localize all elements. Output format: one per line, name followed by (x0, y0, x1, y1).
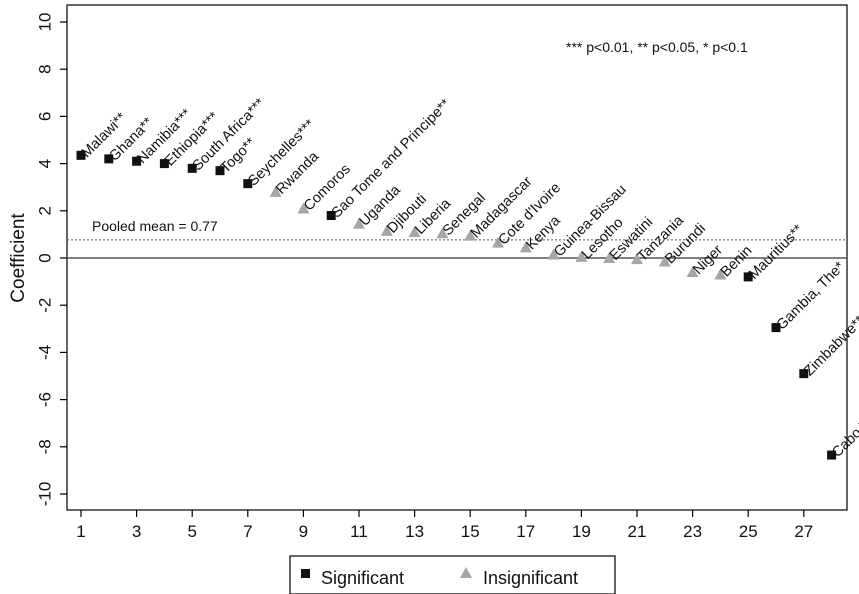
point-significant (159, 159, 169, 169)
y-tick-label: -10 (35, 482, 54, 507)
y-tick-label: -4 (35, 345, 54, 360)
x-tick-label: 7 (243, 522, 252, 541)
x-tick-label: 9 (299, 522, 308, 541)
x-tick-label: 19 (572, 522, 591, 541)
point-significant (827, 450, 837, 460)
x-tick-label: 27 (794, 522, 813, 541)
point-insignificant (631, 253, 643, 265)
point-insignificant (464, 229, 477, 241)
y-axis-title: Coefficient (8, 213, 29, 303)
x-tick-label: 23 (683, 522, 702, 541)
point-insignificant (297, 202, 310, 214)
y-tick-label: 0 (35, 253, 54, 262)
x-tick-label: 5 (187, 522, 196, 541)
point-insignificant (658, 255, 671, 267)
point-significant (132, 156, 142, 166)
y-tick-label: -6 (35, 392, 54, 407)
significance-note: *** p<0.01, ** p<0.05, * p<0.1 (566, 39, 748, 55)
x-tick-label: 15 (461, 522, 480, 541)
point-insignificant (519, 241, 532, 253)
legend-significant-marker (301, 569, 310, 578)
point-significant (215, 166, 225, 176)
point-significant (771, 323, 781, 333)
point-insignificant (269, 185, 282, 197)
point-insignificant (575, 250, 588, 262)
legend: Significant Insignificant (289, 555, 616, 594)
point-significant (104, 154, 114, 164)
point-insignificant (436, 227, 449, 239)
y-tick-label: -2 (35, 298, 54, 313)
x-tick-label: 1 (76, 522, 85, 541)
point-significant (326, 211, 336, 221)
point-insignificant (380, 224, 393, 236)
x-tick-label: 11 (350, 522, 368, 541)
point-significant (743, 272, 753, 282)
point-insignificant (714, 268, 727, 280)
x-axis: 1 3 5 7 9 11 13 15 17 19 21 23 25 27 (76, 510, 813, 541)
point-significant (799, 369, 809, 379)
point-insignificant (408, 226, 421, 238)
legend-insignificant-marker (460, 567, 472, 578)
x-tick-label: 13 (405, 522, 424, 541)
point-significant (76, 150, 86, 160)
point-insignificant (353, 217, 365, 229)
legend-box (289, 555, 616, 594)
x-tick-label: 3 (132, 522, 141, 541)
point-insignificant (492, 236, 504, 248)
y-tick-label: 6 (35, 112, 54, 121)
y-tick-label: 10 (35, 13, 54, 32)
y-tick-label: 8 (35, 64, 54, 73)
x-tick-label: 17 (516, 522, 535, 541)
point-insignificant (603, 252, 616, 263)
y-tick-label: 2 (35, 206, 54, 215)
legend-significant-label: Significant (321, 568, 404, 588)
point-significant (187, 163, 197, 173)
pooled-mean-label: Pooled mean = 0.77 (92, 218, 218, 234)
x-tick-label: 25 (739, 522, 758, 541)
point-insignificant (686, 266, 699, 278)
y-tick-label: 4 (35, 159, 54, 168)
legend-insignificant-label: Insignificant (483, 568, 578, 588)
y-tick-label: -8 (35, 439, 54, 454)
x-tick-label: 21 (628, 522, 647, 541)
y-axis: 10 8 6 4 2 0 -2 -4 -6 -8 -10 (35, 13, 67, 507)
point-insignificant (547, 248, 560, 260)
point-significant (243, 179, 253, 189)
